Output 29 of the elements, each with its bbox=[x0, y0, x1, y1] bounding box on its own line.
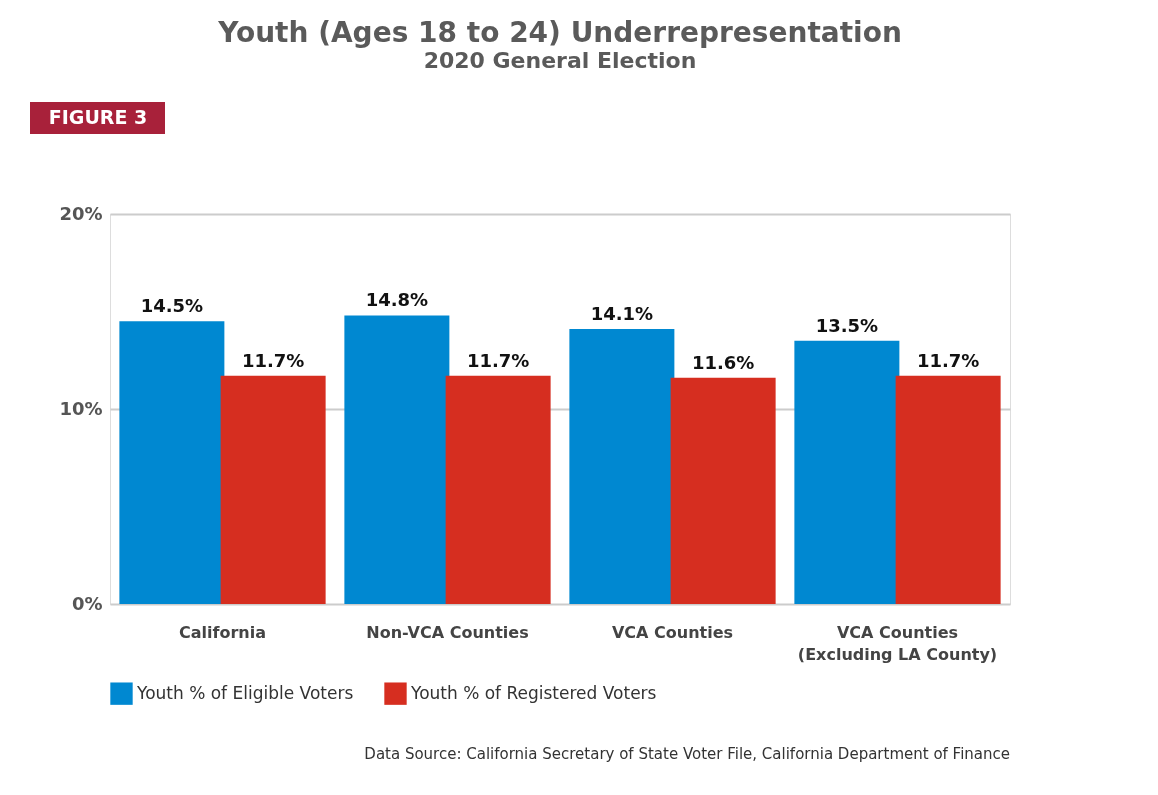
caption: FIGURE 3 bbox=[48, 106, 148, 128]
x-tick-label: VCA Counties (Excluding LA County) bbox=[797, 622, 998, 664]
chart-subtitle: 2020 General Election bbox=[423, 48, 697, 73]
bar bbox=[895, 375, 1001, 604]
legend-label: Youth % of Registered Voters bbox=[410, 682, 657, 703]
bar bbox=[670, 377, 776, 604]
bar bbox=[119, 321, 225, 604]
bar bbox=[445, 375, 551, 604]
x-tick-label: California bbox=[178, 622, 267, 642]
bar bbox=[220, 375, 326, 604]
data-label: 14.8% bbox=[365, 289, 429, 311]
data-label: 11.7% bbox=[916, 349, 980, 371]
data-label: 14.5% bbox=[140, 295, 204, 317]
data-label: 11.7% bbox=[241, 349, 305, 371]
x-tick-label: VCA Counties bbox=[611, 622, 734, 642]
bar bbox=[569, 329, 675, 604]
data-label: 14.1% bbox=[590, 303, 654, 325]
chart-title: Youth (Ages 18 to 24) Underrepresentation bbox=[217, 16, 902, 49]
x-tick-label: Non-VCA Counties bbox=[366, 622, 529, 642]
data-label: 11.7% bbox=[466, 349, 530, 371]
data-label: 11.6% bbox=[691, 351, 755, 373]
y-tick-label: 10% bbox=[59, 397, 103, 419]
source-note: Data Source: California Secretary of State Voter File, California Department of Finance bbox=[364, 745, 1010, 763]
data-label: 13.5% bbox=[815, 314, 879, 336]
bar bbox=[794, 340, 900, 604]
y-tick-label: 20% bbox=[59, 202, 103, 224]
legend-label: Youth % of Eligible Voters bbox=[136, 682, 354, 703]
bar bbox=[344, 315, 450, 604]
y-tick-label: 0% bbox=[71, 592, 103, 614]
